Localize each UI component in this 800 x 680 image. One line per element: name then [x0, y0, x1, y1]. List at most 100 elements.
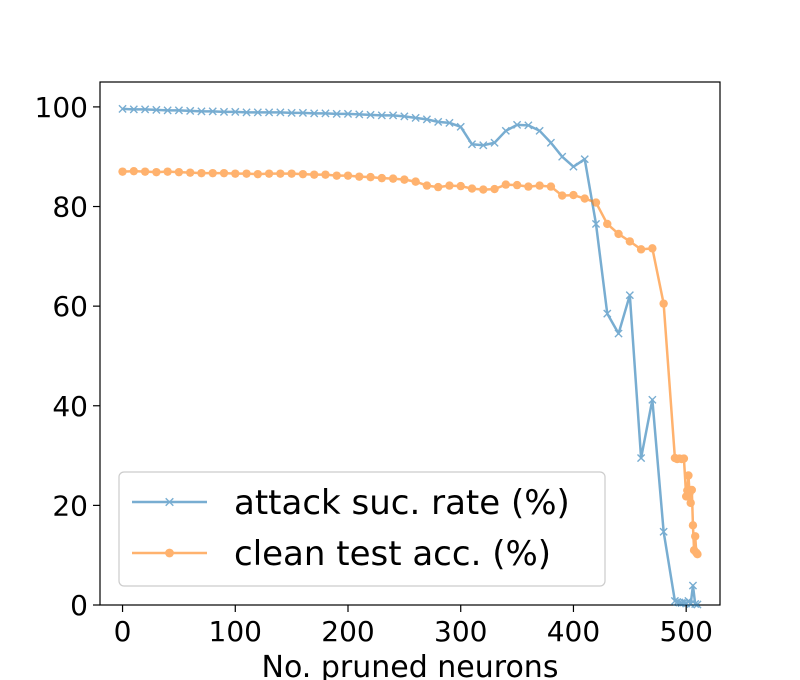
- data-point: [422, 115, 432, 124]
- data-point: [445, 118, 454, 127]
- data-point: [688, 581, 698, 590]
- data-point: [557, 191, 567, 200]
- data-point: [591, 198, 601, 207]
- data-point: [535, 181, 544, 190]
- data-point: [253, 169, 263, 179]
- legend-label: attack suc. rate (%): [234, 483, 570, 523]
- data-point: [140, 167, 150, 176]
- data-point: [264, 108, 274, 117]
- data-point: [321, 109, 330, 118]
- data-point: [253, 108, 262, 117]
- data-point: [479, 141, 488, 150]
- data-point: [377, 173, 387, 183]
- data-point: [535, 126, 544, 135]
- data-point: [152, 167, 161, 177]
- data-point: [287, 169, 296, 178]
- legend-item: clean test acc. (%): [132, 534, 551, 574]
- data-point: [490, 184, 499, 194]
- data-point: [411, 177, 420, 186]
- plot-area-frame: [99, 81, 721, 606]
- y-tick-label: 100: [35, 91, 88, 124]
- data-point: [298, 108, 308, 117]
- data-point: [366, 172, 375, 182]
- data-point: [648, 395, 657, 404]
- data-point: [434, 117, 443, 126]
- data-point: [118, 104, 127, 113]
- data-point: [625, 237, 635, 246]
- data-point: [242, 108, 251, 117]
- data-point: [355, 110, 364, 119]
- data-point: [679, 598, 689, 607]
- data-point: [411, 113, 420, 122]
- data-point: [208, 107, 217, 116]
- series-clean-test-accuracy: [118, 166, 702, 559]
- data-point: [242, 169, 251, 178]
- data-point: [648, 244, 657, 253]
- x-tick-label: 200: [321, 615, 374, 648]
- data-point: [569, 190, 578, 200]
- data-point: [174, 106, 184, 115]
- data-point: [686, 498, 695, 508]
- data-point: [129, 105, 138, 114]
- data-point: [343, 171, 353, 180]
- data-point: [140, 105, 150, 114]
- data-point: [377, 111, 386, 120]
- axes: 0 100 200 300 400 500 0 20 40 60 80 100: [35, 91, 713, 648]
- data-point: [163, 106, 172, 115]
- data-point: [524, 121, 533, 130]
- x-tick-label: 0: [114, 615, 132, 648]
- data-point: [355, 172, 364, 181]
- x-tick-label: 300: [434, 615, 487, 648]
- data-point: [332, 171, 341, 180]
- data-point: [603, 309, 612, 318]
- series-layer: [118, 104, 702, 609]
- data-point: [197, 107, 206, 116]
- data-point: [445, 181, 454, 190]
- y-tick-label: 60: [52, 290, 88, 323]
- data-point: [558, 152, 567, 161]
- data-point: [679, 454, 689, 463]
- legend-swatch: [132, 497, 207, 507]
- data-point: [467, 184, 477, 193]
- data-point: [264, 169, 274, 178]
- data-point: [569, 162, 578, 171]
- data-point: [219, 107, 229, 116]
- data-point: [501, 180, 511, 189]
- data-point: [174, 167, 184, 177]
- x-tick-label: 400: [547, 615, 600, 648]
- data-point: [309, 170, 319, 179]
- data-point: [580, 194, 589, 203]
- legend-box: [118, 471, 606, 587]
- data-point: [366, 110, 375, 119]
- data-point: [185, 168, 195, 177]
- y-tick-label: 80: [52, 191, 88, 224]
- data-point: [691, 532, 700, 541]
- data-point: [614, 229, 623, 239]
- data-point: [208, 168, 217, 178]
- legend-item: attack suc. rate (%): [132, 483, 570, 523]
- data-point: [163, 167, 172, 176]
- data-point: [691, 599, 700, 609]
- data-point: [321, 170, 330, 179]
- data-point: [298, 169, 308, 179]
- data-point: [456, 181, 465, 191]
- data-point: [603, 219, 612, 229]
- x-axis-label: No. pruned neurons: [262, 650, 559, 680]
- data-point: [546, 138, 556, 147]
- y-tick-label: 40: [52, 390, 88, 423]
- data-point: [693, 600, 702, 609]
- data-point: [310, 109, 319, 118]
- data-point: [456, 122, 465, 131]
- data-point: [422, 181, 432, 190]
- data-point: [614, 329, 623, 338]
- y-tick-label: 20: [52, 489, 88, 522]
- data-point: [512, 180, 522, 190]
- y-tick-label: 0: [70, 589, 88, 622]
- legend-label: clean test acc. (%): [234, 534, 551, 574]
- data-point: [129, 166, 139, 176]
- data-point: [388, 111, 398, 120]
- data-point: [591, 219, 601, 229]
- data-point: [625, 291, 634, 300]
- data-point: [152, 105, 161, 114]
